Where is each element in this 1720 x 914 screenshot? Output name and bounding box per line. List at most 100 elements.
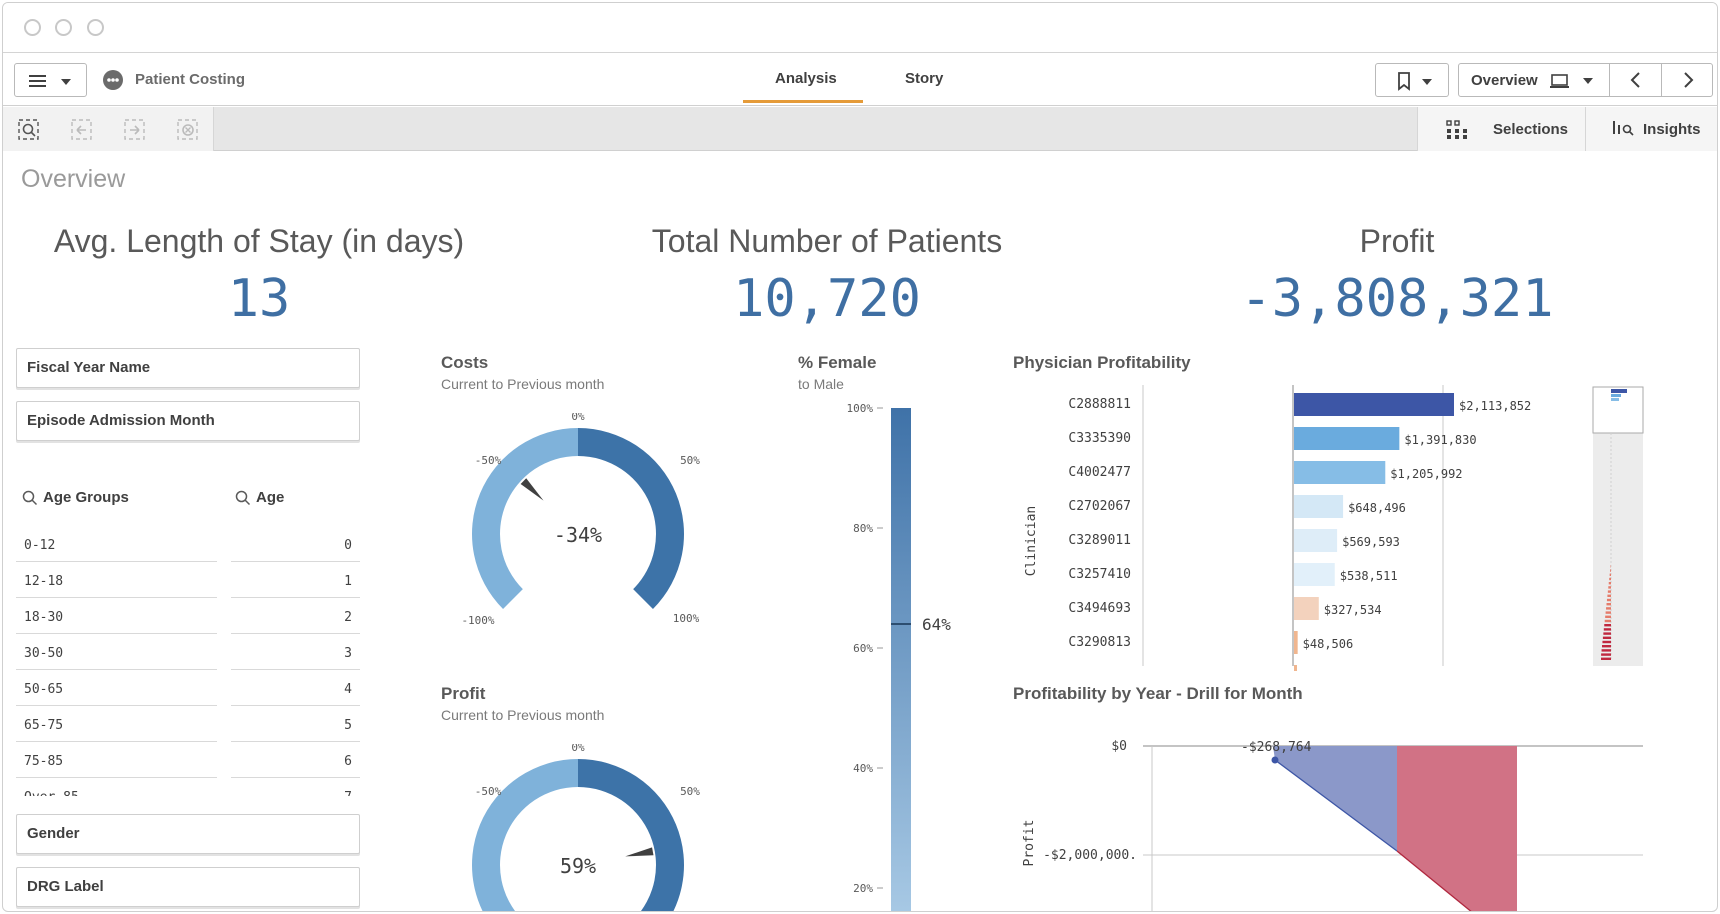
series-line [1396,850,1472,911]
filter-admission-month[interactable]: Episode Admission Month [16,401,360,441]
y-axis-label: Profit [1022,820,1037,867]
list-item-label: 18-30 [24,610,64,625]
profit-gauge[interactable]: 59% 0% -50% 50% [433,744,723,912]
bar[interactable] [1294,529,1338,552]
clear-selections-icon[interactable] [177,119,199,141]
sheet-selector-button[interactable]: Overview [1459,64,1609,96]
list-item[interactable]: 7 [231,778,360,796]
mini-bar [1607,594,1611,597]
bar[interactable] [1294,461,1386,484]
category-label: C4002477 [1068,465,1131,480]
bar[interactable] [1294,427,1400,450]
gauge-value-label: 59% [560,854,596,878]
mini-bar [1605,611,1611,614]
title-bar [3,3,1717,53]
age-header: Age [256,489,285,506]
selections-button[interactable]: Selections [1418,107,1586,151]
list-item[interactable]: 0-12 [16,526,217,562]
mini-bar [1611,389,1627,393]
gauge-tick-label: -50% [475,454,502,467]
axis-tick-label: 100% [847,402,874,415]
insights-button[interactable]: Insights [1586,107,1717,151]
selections-grid-icon [1446,120,1467,139]
list-item[interactable]: 30-50 [16,634,217,670]
list-item[interactable]: 0 [231,526,360,562]
list-item[interactable]: 50-65 [16,670,217,706]
gauge-tick-label: 50% [680,454,700,467]
mini-bar [1609,577,1611,581]
costs-gauge-title: Costs [441,353,489,372]
previous-sheet-button[interactable] [1609,64,1661,96]
mini-bar [1601,653,1611,656]
filter-fiscal-year-label: Fiscal Year Name [27,359,151,376]
list-item[interactable]: 5 [231,706,360,742]
bar-value-label: $569,593 [1342,535,1400,549]
filter-gender-label: Gender [27,825,80,842]
maximize-window-dot[interactable] [87,19,104,36]
bar[interactable] [1294,495,1344,518]
search-icon[interactable] [235,490,251,506]
list-item-label: 2 [344,610,352,625]
filter-drg[interactable]: DRG Label [16,867,360,907]
gauge-tick-label: 0% [571,413,585,423]
tab-story[interactable]: Story [905,70,944,87]
smart-search-icon[interactable] [18,119,40,141]
list-item[interactable]: 3 [231,634,360,670]
category-label: C2888811 [1068,397,1131,412]
female-bullet-chart[interactable]: 100% 80% 60% 40% 20% 64% [803,398,973,912]
filter-gender[interactable]: Gender [16,814,360,854]
area-segment[interactable] [1273,746,1397,851]
bar-value-label: $1,391,830 [1404,433,1476,447]
toolbar: Patient Costing Analysis Story Overview [3,54,1717,106]
app-icon [103,70,123,90]
list-item[interactable]: 4 [231,670,360,706]
bar[interactable] [1294,631,1298,654]
step-back-icon[interactable] [71,119,93,141]
bookmarks-button[interactable] [1375,63,1449,97]
global-menu-button[interactable] [14,63,87,97]
selbar-right-panel: Selections Insights [1417,107,1717,151]
bar[interactable] [1294,563,1335,586]
costs-gauge[interactable]: -34% 0% -50% 50% -100% 100% [433,413,723,633]
close-window-dot[interactable] [24,19,41,36]
profit-gauge-title: Profit [441,684,486,703]
step-forward-icon[interactable] [124,119,146,141]
area-segment[interactable] [1397,746,1517,912]
mini-bar [1605,615,1611,618]
female-chart-subtitle: to Male [798,376,844,392]
list-item[interactable]: 18-30 [16,598,217,634]
list-item-label: 12-18 [24,574,64,589]
list-item[interactable]: 2 [231,598,360,634]
mini-bar [1603,632,1611,635]
list-item[interactable]: 6 [231,742,360,778]
scrollbar-thumb[interactable] [1592,386,1644,434]
filter-fiscal-year[interactable]: Fiscal Year Name [16,348,360,388]
gauge-negative-band [472,428,578,609]
profitability-year-chart[interactable]: $0 -$2,000,000. Profit -$268,764 [1013,713,1653,912]
axis-tick-label: 20% [853,882,873,895]
list-item[interactable]: 1 [231,562,360,598]
search-icon[interactable] [22,490,38,506]
sheet-title: Overview [21,165,126,193]
list-item[interactable]: 75-85 [16,742,217,778]
gauge-tick-label: -50% [475,785,502,798]
tab-analysis[interactable]: Analysis [775,70,837,87]
bar-value-label: $48,506 [1303,637,1354,651]
bar[interactable] [1294,393,1454,416]
physician-profitability-chart[interactable]: Clinician C2888811 $2,113,852 C3335390 $1,39… [1013,381,1653,671]
mini-bar [1607,590,1611,593]
mini-bar [1606,607,1611,610]
list-item[interactable]: 65-75 [16,706,217,742]
active-tab-indicator [743,100,863,103]
selection-tools [3,107,214,151]
list-item[interactable]: Over 85 [16,778,217,796]
minimize-window-dot[interactable] [55,19,72,36]
category-label: C3335390 [1068,431,1131,446]
list-item-label: 30-50 [24,646,64,661]
data-point[interactable] [1271,756,1279,764]
list-item[interactable]: 12-18 [16,562,217,598]
next-sheet-button[interactable] [1661,64,1713,96]
bar[interactable] [1294,597,1319,620]
series-line [1274,759,1398,852]
